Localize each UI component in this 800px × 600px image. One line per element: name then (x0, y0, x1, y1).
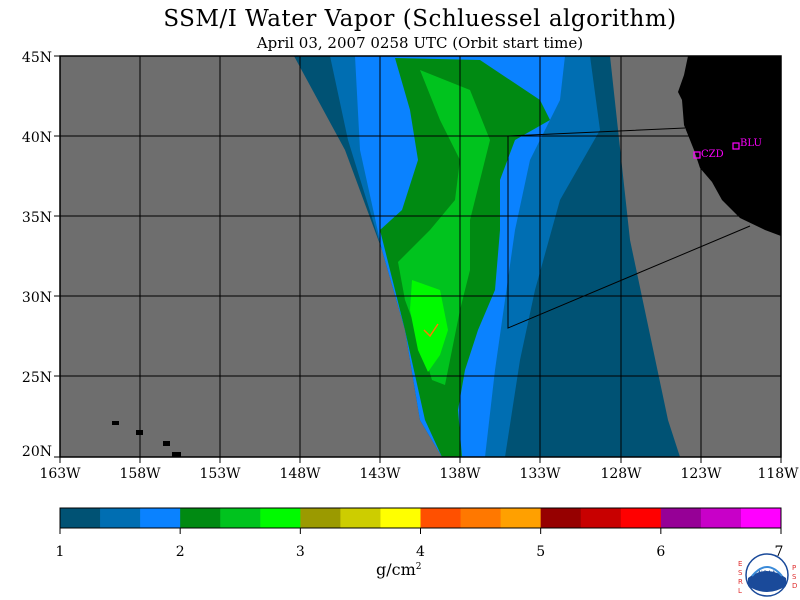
colorbar-segment-13 (540, 508, 582, 528)
colorbar (60, 508, 782, 528)
colorbar-segment-1 (60, 508, 101, 528)
logo-psd-s: S (792, 573, 797, 581)
chart-subtitle: April 03, 2007 0258 UTC (Orbit start tim… (256, 34, 584, 52)
lon-label-128w: 128W (600, 466, 642, 482)
lat-label-25n: 25N (22, 370, 52, 386)
logo-esrl-r: R (738, 578, 743, 586)
colorbar-segment-14 (580, 508, 622, 528)
logo-esrl-s: S (738, 569, 743, 577)
lat-label-35n: 35N (22, 210, 52, 226)
lat-label-30n: 30N (22, 290, 52, 306)
lat-label-20n: 20N (22, 444, 52, 460)
colorbar-segment-17 (700, 508, 742, 528)
island-maui (163, 441, 170, 446)
station-blu-marker (732, 142, 740, 150)
lon-label-148w: 148W (279, 466, 321, 482)
lon-label-138w: 138W (439, 466, 481, 482)
colorbar-tick-label-6: 6 (656, 544, 665, 560)
colorbar-segment-9 (380, 508, 421, 528)
swath-bright-green (410, 280, 448, 372)
map-frame (59, 55, 782, 458)
colorbar-ticks: 1 2 3 4 5 6 7 (56, 528, 784, 560)
colorbar-tick-label-7: 7 (775, 544, 784, 560)
station-czd-label: CZD (701, 149, 724, 160)
lon-label-163w: 163W (39, 466, 81, 482)
land-california (678, 56, 781, 236)
colorbar-segment-18 (740, 508, 782, 528)
colorbar-segment-6 (260, 508, 301, 528)
lon-label-118w: 118W (757, 466, 799, 482)
colorbar-segment-5 (220, 508, 261, 528)
station-czd-marker (693, 151, 701, 159)
colorbar-tick-label-3: 3 (296, 544, 305, 560)
colorbar-segment-8 (340, 508, 381, 528)
logo-psd-p: P (792, 564, 796, 572)
lat-label-40n: 40N (22, 130, 52, 146)
colorbar-segment-3 (140, 508, 181, 528)
lon-label-143w: 143W (359, 466, 401, 482)
orange-mark (423, 323, 439, 338)
island-hawaii (172, 452, 181, 457)
colorbar-segment-12 (500, 508, 542, 528)
lon-label-153w: 153W (199, 466, 241, 482)
colorbar-tick-label-2: 2 (176, 544, 185, 560)
logo-esrl-e: E (738, 560, 742, 568)
colorbar-unit: g/cm2 (376, 560, 422, 579)
logo-esrl-l: L (738, 587, 742, 595)
analysis-wedge (507, 127, 751, 329)
island-kauai (112, 421, 119, 425)
station-blu-label: BLU (740, 138, 762, 149)
colorbar-tick-label-1: 1 (56, 544, 65, 560)
colorbar-tick-label-5: 5 (536, 544, 545, 560)
noaa-esrl-psd-logo: E S R L P S D NOAA (738, 553, 797, 597)
lon-label-158w: 158W (119, 466, 161, 482)
lon-label-123w: 123W (680, 466, 722, 482)
colorbar-tick-label-4: 4 (416, 544, 425, 560)
colorbar-segment-4 (180, 508, 221, 528)
grid-lines (60, 56, 781, 457)
chart-title: SSM/I Water Vapor (Schluessel algorithm) (163, 6, 677, 32)
colorbar-segment-11 (460, 508, 502, 528)
noaa-logo-text: NOAA (758, 570, 776, 577)
colorbar-segment-7 (300, 508, 341, 528)
lat-label-45n: 45N (22, 50, 52, 66)
tick-marks (54, 55, 782, 463)
colorbar-segment-15 (620, 508, 662, 528)
lon-label-133w: 133W (519, 466, 561, 482)
colorbar-segment-2 (100, 508, 141, 528)
logo-psd-d: D (792, 582, 797, 590)
colorbar-segment-16 (660, 508, 702, 528)
colorbar-segment-10 (420, 508, 462, 528)
